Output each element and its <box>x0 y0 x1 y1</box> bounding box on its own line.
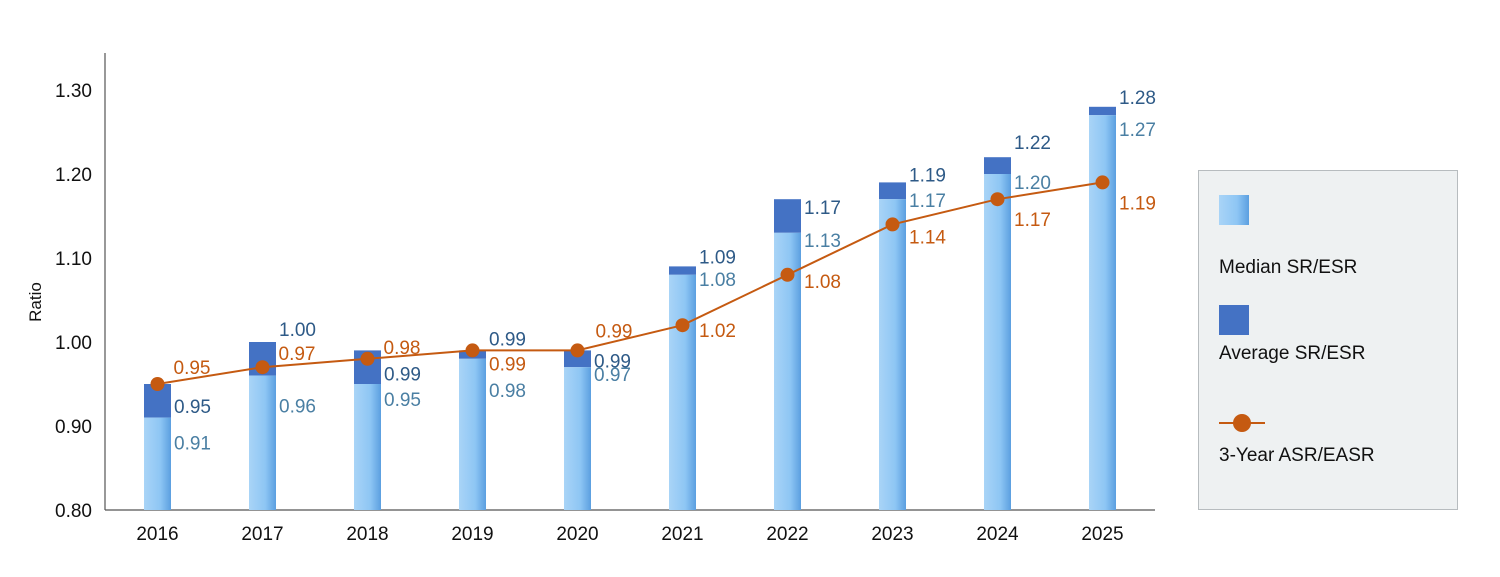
y-axis-title: Ratio <box>26 282 45 322</box>
line-3yr <box>157 181 1103 385</box>
label-average: 1.22 <box>1014 133 1051 154</box>
bar-median <box>354 384 381 510</box>
bar-average <box>879 182 906 200</box>
bar-median <box>249 375 276 510</box>
line-point <box>780 267 795 282</box>
label-median: 1.17 <box>909 191 946 212</box>
bar-median <box>564 367 591 510</box>
line-point <box>360 351 375 366</box>
label-median: 0.96 <box>279 397 316 418</box>
bar-median <box>669 274 696 510</box>
label-3yr: 0.99 <box>489 354 526 375</box>
label-average: 0.99 <box>594 351 631 372</box>
line-point <box>675 318 690 333</box>
label-median: 0.97 <box>594 365 631 386</box>
legend-swatch-line <box>1219 414 1265 432</box>
label-average: 0.95 <box>174 397 211 418</box>
x-tick-label: 2017 <box>241 524 283 545</box>
bar-median <box>1089 115 1116 510</box>
bar-median <box>879 199 906 510</box>
label-3yr: 0.98 <box>384 338 421 359</box>
x-tick-label: 2023 <box>871 524 913 545</box>
label-median: 0.91 <box>174 434 211 455</box>
bar-median <box>144 417 171 510</box>
bar-median <box>984 174 1011 510</box>
label-3yr: 0.97 <box>279 344 316 365</box>
legend-swatch-median <box>1219 195 1249 225</box>
x-tick-label: 2022 <box>766 524 808 545</box>
x-tick-label: 2016 <box>136 524 178 545</box>
line-series-group <box>150 175 1110 391</box>
label-average: 0.99 <box>384 364 421 385</box>
line-point <box>1095 175 1110 190</box>
y-tick-label: 1.10 <box>55 249 92 270</box>
line-point <box>885 217 900 232</box>
data-labels-group: 0.950.910.951.000.960.970.990.950.98 0.99… <box>174 88 1156 455</box>
line-point <box>990 192 1005 207</box>
label-median: 0.95 <box>384 390 421 411</box>
label-3yr: 1.14 <box>909 227 946 248</box>
label-median: 1.08 <box>699 270 736 291</box>
legend: Median SR/ESR Average SR/ESR 3-Year ASR/… <box>1198 170 1458 510</box>
label-3yr: 0.99 <box>596 321 633 342</box>
bar-average <box>564 350 591 368</box>
line-point <box>465 343 480 358</box>
x-tick-label: 2025 <box>1081 524 1123 545</box>
label-average: 1.19 <box>909 165 946 186</box>
y-tick-label: 1.30 <box>55 81 92 102</box>
y-tick-label: 0.90 <box>55 417 92 438</box>
bar-average <box>774 199 801 233</box>
y-tick-label: 1.20 <box>55 165 92 186</box>
x-axis-ticks: 2016 2017 2018 2019 2020 2021 2022 2023 2024 2025 <box>136 524 1123 545</box>
line-point <box>570 343 585 358</box>
label-average: 1.09 <box>699 247 736 268</box>
legend-swatch-average <box>1219 305 1249 335</box>
label-average: 1.00 <box>279 320 316 341</box>
label-3yr: 1.02 <box>699 321 736 342</box>
bar-average <box>1089 106 1116 116</box>
line-point <box>150 377 165 391</box>
x-tick-label: 2021 <box>661 524 703 545</box>
x-tick-label: 2024 <box>976 524 1019 545</box>
y-axis-ticks: 0.80 0.90 1.00 1.10 1.20 1.30 <box>55 81 92 522</box>
label-average: 0.99 <box>489 329 526 350</box>
line-point <box>255 360 270 375</box>
legend-label-median: Median SR/ESR <box>1219 257 1358 278</box>
bar-median <box>459 358 486 510</box>
x-tick-label: 2020 <box>556 524 598 545</box>
label-3yr: 0.95 <box>174 358 211 379</box>
bars-group <box>144 106 1116 511</box>
x-tick-label: 2018 <box>346 524 388 545</box>
legend-label-3yr: 3-Year ASR/EASR <box>1219 445 1375 466</box>
label-average: 1.28 <box>1119 88 1156 109</box>
legend-label-average: Average SR/ESR <box>1219 343 1366 364</box>
label-3yr: 1.19 <box>1119 193 1156 214</box>
label-median: 1.20 <box>1014 173 1051 194</box>
label-median: 0.98 <box>489 381 526 402</box>
label-3yr: 1.17 <box>1014 210 1051 231</box>
label-median: 1.13 <box>804 231 841 252</box>
bar-average <box>669 266 696 275</box>
label-median: 1.27 <box>1119 120 1156 141</box>
y-tick-label: 0.80 <box>55 501 92 522</box>
bar-average <box>984 157 1011 174</box>
x-tick-label: 2019 <box>451 524 493 545</box>
y-tick-label: 1.00 <box>55 333 92 354</box>
label-3yr: 1.08 <box>804 272 841 293</box>
label-average: 1.17 <box>804 198 841 219</box>
